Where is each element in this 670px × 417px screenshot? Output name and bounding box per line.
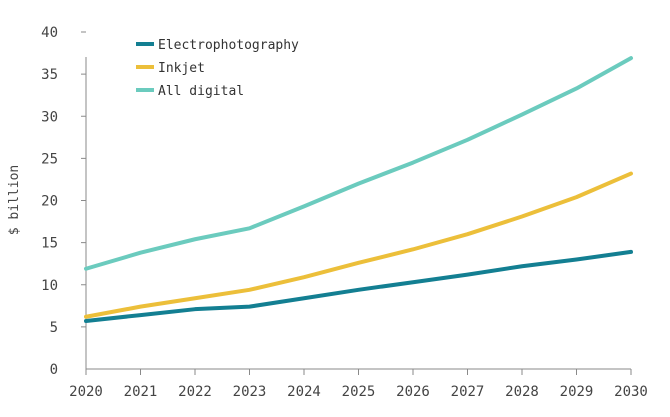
legend-label: Inkjet — [158, 61, 205, 76]
axes-layer — [85, 57, 631, 370]
legend-label: Electrophotography — [158, 38, 299, 53]
x-tick-label: 2022 — [178, 384, 212, 400]
y-ticks-layer: 0 5 10 15 20 25 30 35 40 — [41, 25, 86, 378]
x-tick-label: 2021 — [124, 384, 158, 400]
series-layer — [84, 56, 633, 323]
y-tick-label: 15 — [41, 236, 58, 252]
x-ticks-layer: 2020 2021 2022 2023 2024 2025 2026 2027 2028 2029… — [69, 369, 648, 400]
y-axis-title: $ billion — [7, 165, 22, 235]
x-tick-label: 2030 — [614, 384, 648, 400]
series-line-inkjet — [84, 171, 633, 319]
x-tick-label: 2027 — [451, 384, 485, 400]
x-tick-label: 2029 — [560, 384, 594, 400]
x-tick-label: 2025 — [342, 384, 376, 400]
x-tick-label: 2024 — [287, 384, 321, 400]
series-line-all-digital — [84, 56, 633, 271]
x-tick-label: 2020 — [69, 384, 103, 400]
y-tick-label: 30 — [41, 109, 58, 125]
legend: Electrophotography Inkjet All digital — [136, 38, 299, 99]
y-tick-label: 10 — [41, 278, 58, 294]
series-line-electrophotography — [84, 249, 633, 323]
x-tick-label: 2023 — [233, 384, 267, 400]
y-tick-label: 40 — [41, 25, 58, 41]
y-tick-label: 0 — [50, 362, 58, 378]
y-tick-label: 35 — [41, 67, 58, 83]
x-tick-label: 2026 — [396, 384, 430, 400]
legend-label: All digital — [158, 84, 244, 99]
y-tick-label: 25 — [41, 151, 58, 167]
y-tick-label: 20 — [41, 194, 58, 210]
y-tick-label: 5 — [50, 320, 58, 336]
x-tick-label: 2028 — [505, 384, 539, 400]
